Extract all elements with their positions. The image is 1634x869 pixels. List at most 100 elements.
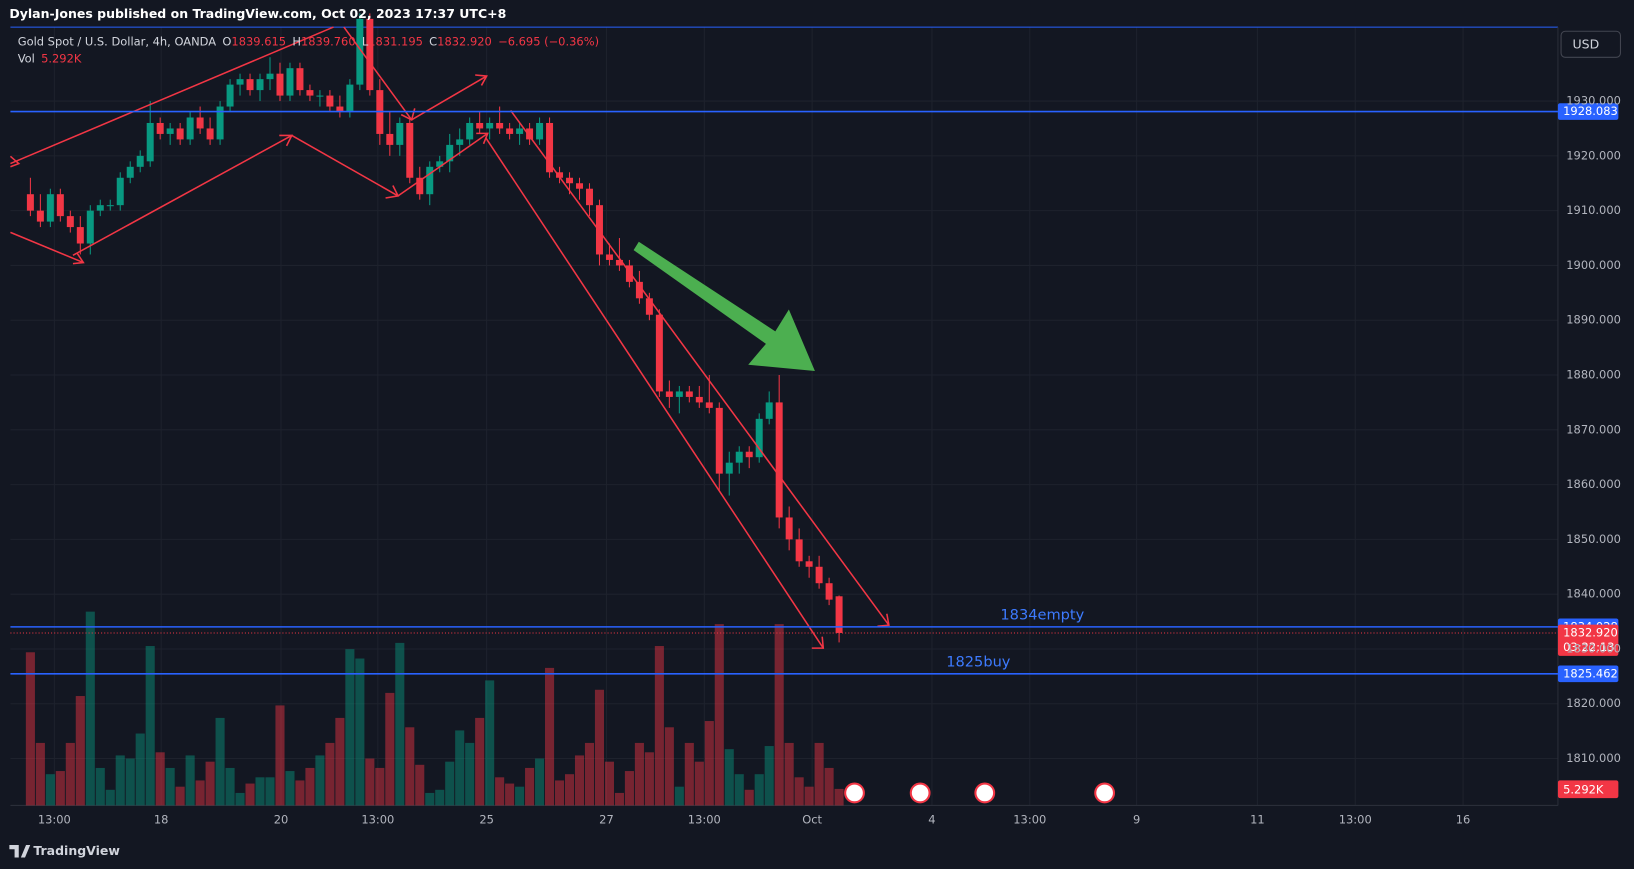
candle-body [655,314,663,392]
candle-body [446,144,454,162]
x-tick-label: 13:00 [1013,813,1046,827]
candle-body [566,177,574,184]
candle-body [386,133,394,145]
candle-body [576,183,583,189]
trend-line [10,26,334,165]
volume-bar [65,742,75,806]
x-tick-label: 13:00 [361,813,394,827]
volume-bar [445,761,455,806]
axes: 1810.000 1820.000 1830.000 1840.000 1850.000… [38,94,1621,827]
green-arrow [633,241,815,371]
candle-body [346,84,354,113]
volume-bar [395,642,405,806]
volume-bar [85,611,95,806]
event-flag[interactable] [974,782,996,804]
level-badge-label: 1825.462 [1563,666,1618,680]
x-tick-label: 16 [1456,813,1471,827]
volume-bar [495,777,505,806]
volume-bar [315,755,325,806]
event-flag[interactable] [909,782,931,804]
candle-body [216,106,224,140]
volume-bar [465,742,475,806]
candle-body [416,177,424,195]
candle-body [715,407,723,474]
candle-body [96,205,104,211]
ohlc-key: C [429,34,437,48]
event-flag[interactable] [1094,782,1116,804]
volume-bar [425,792,435,806]
volume-bar [365,758,375,806]
change: −6.695 (−0.36%) [498,34,599,48]
ohlc-value: 1832.920 [437,34,492,48]
volume-bar [155,752,165,806]
candle-body [126,166,134,178]
candle-body [56,194,64,217]
volume-bar [624,771,634,806]
volume-bar [145,646,155,806]
candle-body [236,79,244,85]
volume-bar [764,746,774,806]
candle-body [326,95,334,107]
volume-badge-label: 5.292K [1563,782,1604,796]
ohlc-key: H [292,34,301,48]
candle-body [615,259,623,266]
candle-body [755,418,763,458]
candle-body [496,122,504,129]
volume-bar [255,777,265,806]
candle-body [705,402,713,408]
volume-bar [564,774,575,806]
volume-bar [734,774,744,806]
candle-body [116,177,124,206]
candle-body [785,517,793,540]
symbol: Gold Spot / U.S. Dollar, 4h, OANDA [18,34,217,48]
volume-pane [25,611,844,806]
volume-bar [754,774,764,806]
legend: Gold Spot / U.S. Dollar, 4h, OANDA O1839.… [18,34,599,48]
volume-bar [265,777,275,806]
candle-body [795,539,803,562]
y-tick-label: 1920.000 [1566,148,1621,162]
x-tick-label: 27 [599,813,614,827]
volume-bar [225,767,235,806]
ohlc-value: 1839.760 [301,34,356,48]
candle-body [36,210,44,222]
candle-body [306,90,314,96]
ohlc: O1839.615 H1839.760 L1831.195 C1832.920 [222,34,491,48]
volume-bar [165,767,175,806]
y-tick-label: 1840.000 [1566,587,1621,601]
candle-body [645,298,653,315]
candle-body [436,161,444,167]
volume-bar [405,727,415,806]
event-flag[interactable] [844,782,865,804]
candle-body [256,79,264,91]
candle-body [186,117,194,140]
candle-body [456,139,464,145]
arrow-head [476,132,489,145]
volume-badge [1557,780,1619,799]
brand-name: TradingView [33,843,120,858]
volume-bar [554,780,565,806]
volume-bar [594,689,605,806]
volume-bar [515,786,525,806]
candle-body [765,402,773,419]
currency[interactable]: USD [1573,36,1600,51]
level-annotation: 1825buy [946,653,1011,670]
volume-name: Vol [18,51,35,65]
volume-bar [574,755,585,806]
volume-bar [45,774,55,806]
volume-bar [195,780,205,806]
candle-body [556,172,564,178]
channel-line [484,137,824,649]
trend-line [10,231,84,264]
currency-button[interactable] [1560,30,1621,58]
volume-bar [654,646,664,806]
volume-bar [25,652,35,806]
candle-body [366,18,374,91]
volume-bar [135,733,145,806]
candle-body [226,84,234,107]
arrow-head [9,155,21,168]
volume-bar [375,767,385,806]
candle-body [585,188,593,206]
candle-body [835,596,843,633]
